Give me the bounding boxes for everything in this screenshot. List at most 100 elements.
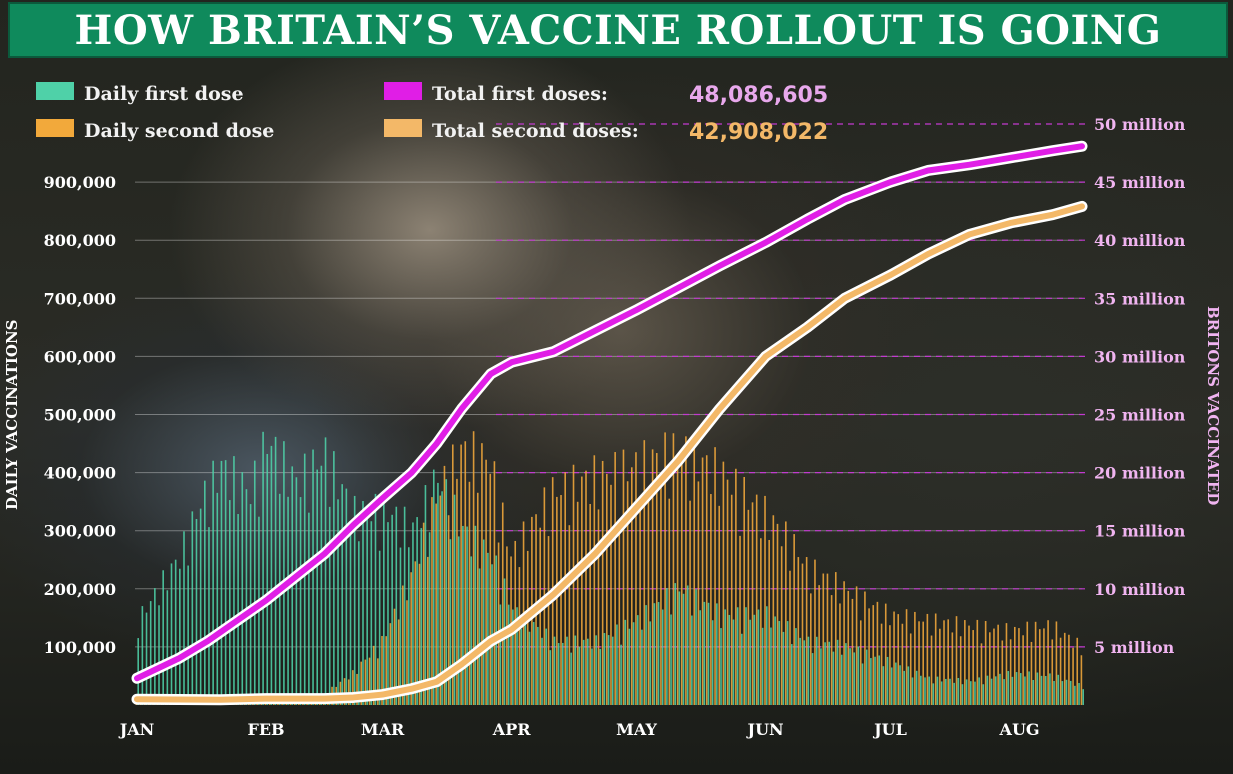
bar-first-dose (849, 648, 851, 705)
bar-first-dose (278, 493, 281, 705)
bar-first-dose (666, 588, 668, 705)
y-tick-label: 100,000 (44, 638, 116, 657)
bar-second-dose (664, 432, 666, 705)
bar-second-dose (714, 447, 716, 705)
bar-first-dose (724, 609, 726, 705)
bar-first-dose (749, 619, 751, 705)
bar-first-dose (799, 637, 801, 705)
bar-second-dose (968, 625, 970, 705)
bar-first-dose (457, 536, 460, 705)
bar-second-dose (980, 643, 983, 705)
bar-first-dose (974, 681, 976, 705)
bar-first-dose (295, 477, 298, 705)
x-tick-label: MAY (616, 720, 657, 739)
bar-first-dose (641, 629, 643, 705)
bar-second-dose (435, 503, 437, 705)
bar-second-dose (556, 496, 558, 705)
bar-first-dose (636, 615, 639, 705)
bar-second-dose (639, 499, 641, 705)
bar-first-dose (216, 492, 219, 705)
bar-second-dose (768, 539, 770, 705)
bar-first-dose (204, 480, 206, 705)
bar-first-dose (691, 615, 693, 705)
bar-first-dose (782, 631, 785, 705)
bar-second-dose (735, 468, 737, 705)
bar-first-dose (820, 648, 822, 705)
bar-first-dose (790, 644, 793, 705)
bar-second-dose (826, 573, 829, 705)
y-tick-label: 400,000 (44, 464, 116, 483)
bar-first-dose (308, 512, 310, 705)
bar-second-dose (689, 500, 691, 705)
bar-second-dose (889, 625, 891, 705)
bar-second-dose (701, 457, 704, 705)
bar-second-dose (930, 635, 933, 705)
bar-second-dose (651, 449, 654, 705)
bar-first-dose (362, 501, 364, 705)
bar-first-dose (378, 550, 381, 705)
bar-second-dose (601, 460, 604, 705)
bar-first-dose (420, 528, 423, 705)
bar-second-dose (630, 467, 633, 705)
y2-tick-label: 20 million (1094, 464, 1186, 483)
bar-second-dose (506, 546, 508, 705)
bar-first-dose (716, 603, 718, 705)
right-axis-title: BRITONS VACCINATED (1204, 306, 1222, 505)
bar-first-dose (528, 631, 531, 705)
bar-second-dose (618, 519, 621, 705)
bar-first-dose (345, 488, 348, 705)
bar-first-dose (999, 673, 1001, 705)
bar-first-dose (595, 635, 597, 705)
bar-first-dose (324, 437, 327, 705)
bar-first-dose (620, 644, 622, 705)
bar-first-dose (882, 666, 885, 705)
bar-first-dose (1015, 672, 1018, 705)
bar-second-dose (547, 536, 550, 705)
bar-second-dose (676, 457, 679, 705)
bar-first-dose (228, 500, 231, 705)
chart-title: HOW BRITAIN’S VACCINE ROLLOUT IS GOING (74, 6, 1162, 54)
bar-first-dose (703, 601, 706, 705)
bar-first-dose (333, 451, 335, 705)
bar-first-dose (720, 628, 722, 705)
bar-first-dose (412, 522, 414, 705)
bar-first-dose (678, 591, 681, 705)
bar-first-dose (424, 485, 427, 705)
bar-first-dose (437, 482, 439, 705)
bar-second-dose (739, 535, 741, 705)
bar-second-dose (343, 678, 346, 705)
bar-second-dose (655, 453, 658, 705)
bar-second-dose (1038, 629, 1041, 705)
bar-second-dose (668, 498, 671, 705)
bar-first-dose (370, 521, 373, 705)
bar-second-dose (818, 585, 820, 705)
bar-first-dose (1011, 676, 1014, 705)
bar-second-dose (1080, 655, 1083, 705)
bar-second-dose (789, 570, 791, 705)
bar-first-dose (224, 460, 227, 705)
x-tick-label: MAR (361, 720, 405, 739)
bar-first-dose (374, 493, 377, 705)
bar-second-dose (839, 603, 841, 705)
bar-second-dose (1063, 632, 1066, 705)
y2-tick-label: 30 million (1094, 347, 1186, 366)
bar-second-dose (377, 658, 379, 705)
bar-second-dose (368, 657, 371, 705)
bar-first-dose (653, 603, 656, 705)
bar-first-dose (616, 624, 618, 705)
bar-second-dose (755, 494, 758, 705)
bar-second-dose (1009, 639, 1012, 705)
bar-first-dose (1036, 672, 1039, 705)
bar-second-dose (539, 527, 542, 705)
bar-second-dose (893, 611, 895, 705)
bar-second-dose (897, 614, 900, 705)
y2-tick-label: 25 million (1094, 406, 1186, 425)
bar-second-dose (884, 603, 887, 705)
bar-first-dose (524, 610, 527, 705)
bar-first-dose (287, 496, 289, 705)
bar-first-dose (807, 636, 810, 705)
bar-first-dose (924, 677, 926, 705)
bar-second-dose (868, 608, 870, 705)
bar-second-dose (943, 620, 945, 705)
